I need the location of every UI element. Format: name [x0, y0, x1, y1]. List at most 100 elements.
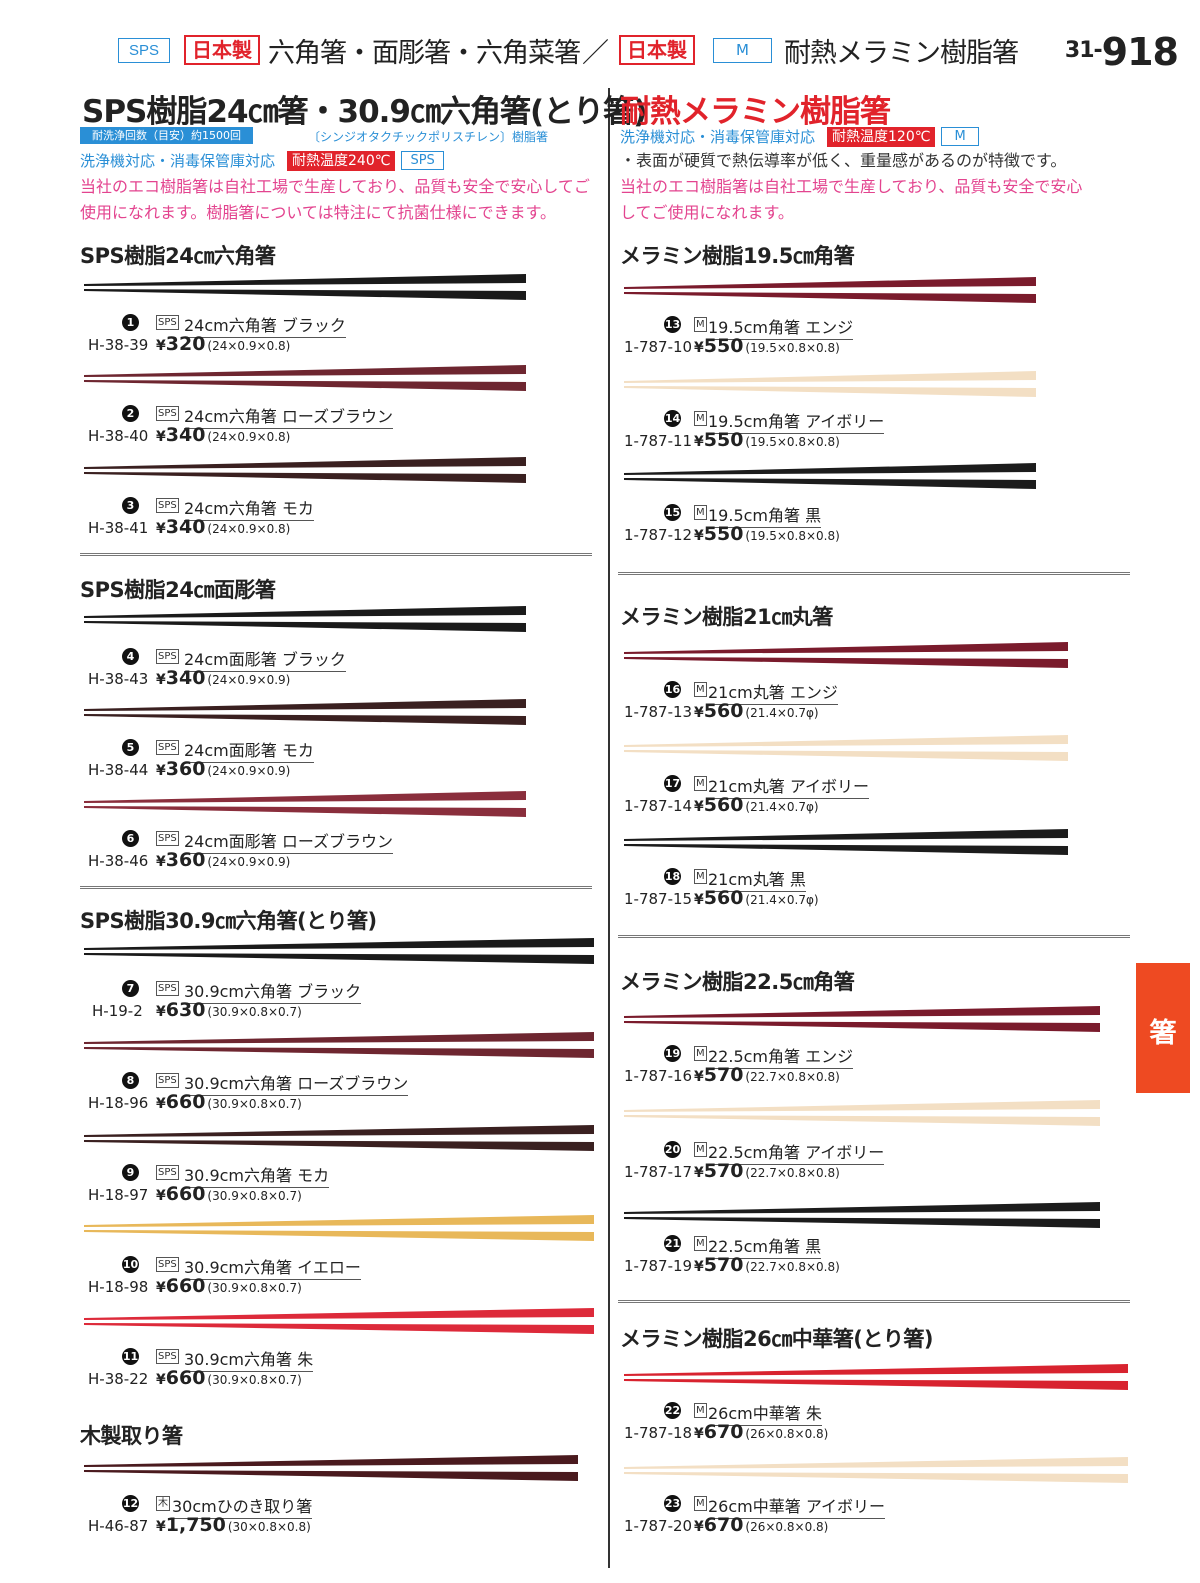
product-item: 9 SPS 30.9cm六角箸 モカ H-18-97 ¥660 (30.9×0.8… [86, 1164, 386, 1210]
chopsticks-image-12 [84, 1455, 578, 1481]
material-mark: SPS [156, 1073, 179, 1088]
product-price: ¥630 (30.9×0.8×0.7) [156, 999, 302, 1021]
section-divider [618, 572, 1130, 575]
chopsticks-image-3 [84, 457, 526, 483]
chopsticks-image-7 [84, 938, 594, 964]
product-price: ¥670 (26×0.8×0.8) [694, 1514, 829, 1536]
product-code: 1-787-15 [624, 890, 693, 908]
section-title-sps-30-hex: SPS樹脂30.9㎝六角箸(とり箸) [80, 909, 377, 933]
sps-tag: SPS [118, 37, 171, 63]
item-number: 20 [664, 1141, 681, 1158]
right-info-line: 洗浄機対応・消毒保管庫対応 耐熱温度120℃ M [620, 126, 979, 147]
section-divider [80, 886, 592, 889]
product-name: 24cm面彫箸 モカ [184, 737, 314, 763]
material-mark: SPS [156, 1257, 179, 1272]
product-code: H-46-87 [88, 1517, 149, 1535]
item-number: 2 [122, 405, 139, 422]
product-name: 30.9cm六角箸 朱 [184, 1346, 314, 1372]
material-mark: M [694, 1046, 707, 1061]
chopsticks-image-18 [624, 829, 1068, 855]
product-item: 22 M 26cm中華箸 朱 1-787-18 ¥670 (26×0.8×0.8) [624, 1402, 924, 1448]
product-item: 6 SPS 24cm面彫箸 ローズブラウン H-38-46 ¥360 (24×0.… [86, 830, 394, 876]
product-price: ¥660 (30.9×0.8×0.7) [156, 1183, 302, 1205]
product-name: 30.9cm六角箸 ブラック [184, 978, 362, 1004]
product-item: 19 M 22.5cm角箸 エンジ 1-787-16 ¥570 (22.7×0.8… [624, 1045, 924, 1091]
product-item: 10 SPS 30.9cm六角箸 イエロー H-18-98 ¥660 (30.9×… [86, 1256, 386, 1302]
chopsticks-image-9 [84, 1125, 594, 1151]
product-name: 19.5cm角箸 アイボリー [708, 408, 885, 434]
product-code: 1-787-19 [624, 1257, 693, 1275]
column-divider [608, 88, 610, 1568]
product-item: 8 SPS 30.9cm六角箸 ローズブラウン H-18-96 ¥660 (30.… [86, 1072, 409, 1118]
chopsticks-image-23 [624, 1457, 1128, 1483]
item-number: 17 [664, 775, 681, 792]
product-item: 23 M 26cm中華箸 アイボリー 1-787-20 ¥670 (26×0.8×… [624, 1495, 924, 1541]
product-price: ¥660 (30.9×0.8×0.7) [156, 1091, 302, 1113]
section-title-wood-serving: 木製取り箸 [80, 1424, 183, 1448]
product-price: ¥560 (21.4×0.7φ) [694, 887, 819, 909]
chopsticks-image-1 [84, 274, 526, 300]
material-mark: SPS [156, 1349, 179, 1364]
product-name: 22.5cm角箸 エンジ [708, 1043, 854, 1069]
product-price: ¥340 (24×0.9×0.8) [156, 424, 291, 446]
chopsticks-image-21 [624, 1202, 1100, 1228]
chopsticks-image-22 [624, 1364, 1128, 1390]
material-mark: M [694, 682, 707, 697]
section-title-sps-24-hex: SPS樹脂24㎝六角箸 [80, 244, 276, 268]
chopsticks-image-5 [84, 699, 526, 725]
right-main-title: 耐熱メラミン樹脂箸 [620, 94, 891, 130]
product-item: 11 SPS 30.9cm六角箸 朱 H-38-22 ¥660 (30.9×0.8… [86, 1348, 386, 1394]
product-code: H-38-39 [88, 336, 149, 354]
item-number: 14 [664, 410, 681, 427]
product-name: 19.5cm角箸 エンジ [708, 314, 854, 340]
product-price: ¥320 (24×0.9×0.8) [156, 333, 291, 355]
item-number: 19 [664, 1045, 681, 1062]
chopsticks-image-10 [84, 1215, 594, 1241]
chopsticks-image-6 [84, 791, 526, 817]
product-item: 4 SPS 24cm面彫箸 ブラック H-38-43 ¥340 (24×0.9×0… [86, 648, 386, 694]
product-item: 17 M 21cm丸箸 アイボリー 1-787-14 ¥560 (21.4×0.7… [624, 775, 924, 821]
product-price: ¥360 (24×0.9×0.9) [156, 758, 291, 780]
product-item: 18 M 21cm丸箸 黒 1-787-15 ¥560 (21.4×0.7φ) [624, 868, 924, 914]
item-number: 13 [664, 316, 681, 333]
product-price: ¥340 (24×0.9×0.8) [156, 516, 291, 538]
product-item: 3 SPS 24cm六角箸 モカ H-38-41 ¥340 (24×0.9×0.8… [86, 497, 386, 543]
item-number: 21 [664, 1235, 681, 1252]
section-title-melamine-21: メラミン樹脂21㎝丸箸 [620, 605, 833, 629]
product-code: 1-787-13 [624, 703, 693, 721]
product-code: H-38-41 [88, 519, 149, 537]
item-number: 8 [122, 1072, 139, 1089]
item-number: 12 [122, 1495, 139, 1512]
material-mark: SPS [156, 831, 179, 846]
product-code: H-38-43 [88, 670, 149, 688]
chopsticks-image-4 [84, 606, 526, 632]
chopsticks-image-16 [624, 642, 1068, 668]
chopsticks-image-15 [624, 463, 1036, 489]
product-price: ¥550 (19.5×0.8×0.8) [694, 523, 840, 545]
left-heat-badge: 耐熱温度240℃ [287, 150, 396, 171]
product-price: ¥550 (19.5×0.8×0.8) [694, 335, 840, 357]
product-name: 26cm中華箸 朱 [708, 1400, 822, 1426]
product-price: ¥570 (22.7×0.8×0.8) [694, 1254, 840, 1276]
section-divider [80, 553, 592, 556]
material-mark: M [694, 1142, 707, 1157]
right-description-2: してご使用になれます。 [620, 203, 794, 222]
product-price: ¥550 (19.5×0.8×0.8) [694, 429, 840, 451]
material-mark: M [694, 505, 707, 520]
material-mark: M [694, 869, 707, 884]
item-number: 6 [122, 830, 139, 847]
left-description: 当社のエコ樹脂箸は自社工場で生産しており、品質も安全で安心してご使用になれます。… [80, 177, 590, 222]
product-name: 24cm面彫箸 ブラック [184, 646, 346, 672]
made-in-japan-badge: 日本製 [184, 35, 261, 65]
product-name: 22.5cm角箸 アイボリー [708, 1139, 885, 1165]
product-price: ¥1,750 (30×0.8×0.8) [156, 1514, 311, 1536]
product-code: 1-787-18 [624, 1424, 693, 1442]
product-code: H-18-98 [88, 1278, 149, 1296]
category-side-tab[interactable]: 箸 [1136, 963, 1190, 1093]
product-code: 1-787-12 [624, 526, 693, 544]
product-code: H-19-2 [92, 1002, 143, 1020]
product-name: 30.9cm六角箸 ローズブラウン [184, 1070, 409, 1096]
product-item: 7 SPS 30.9cm六角箸 ブラック H-19-2 ¥630 (30.9×0.… [86, 980, 386, 1026]
product-code: H-38-46 [88, 852, 149, 870]
item-number: 15 [664, 504, 681, 521]
